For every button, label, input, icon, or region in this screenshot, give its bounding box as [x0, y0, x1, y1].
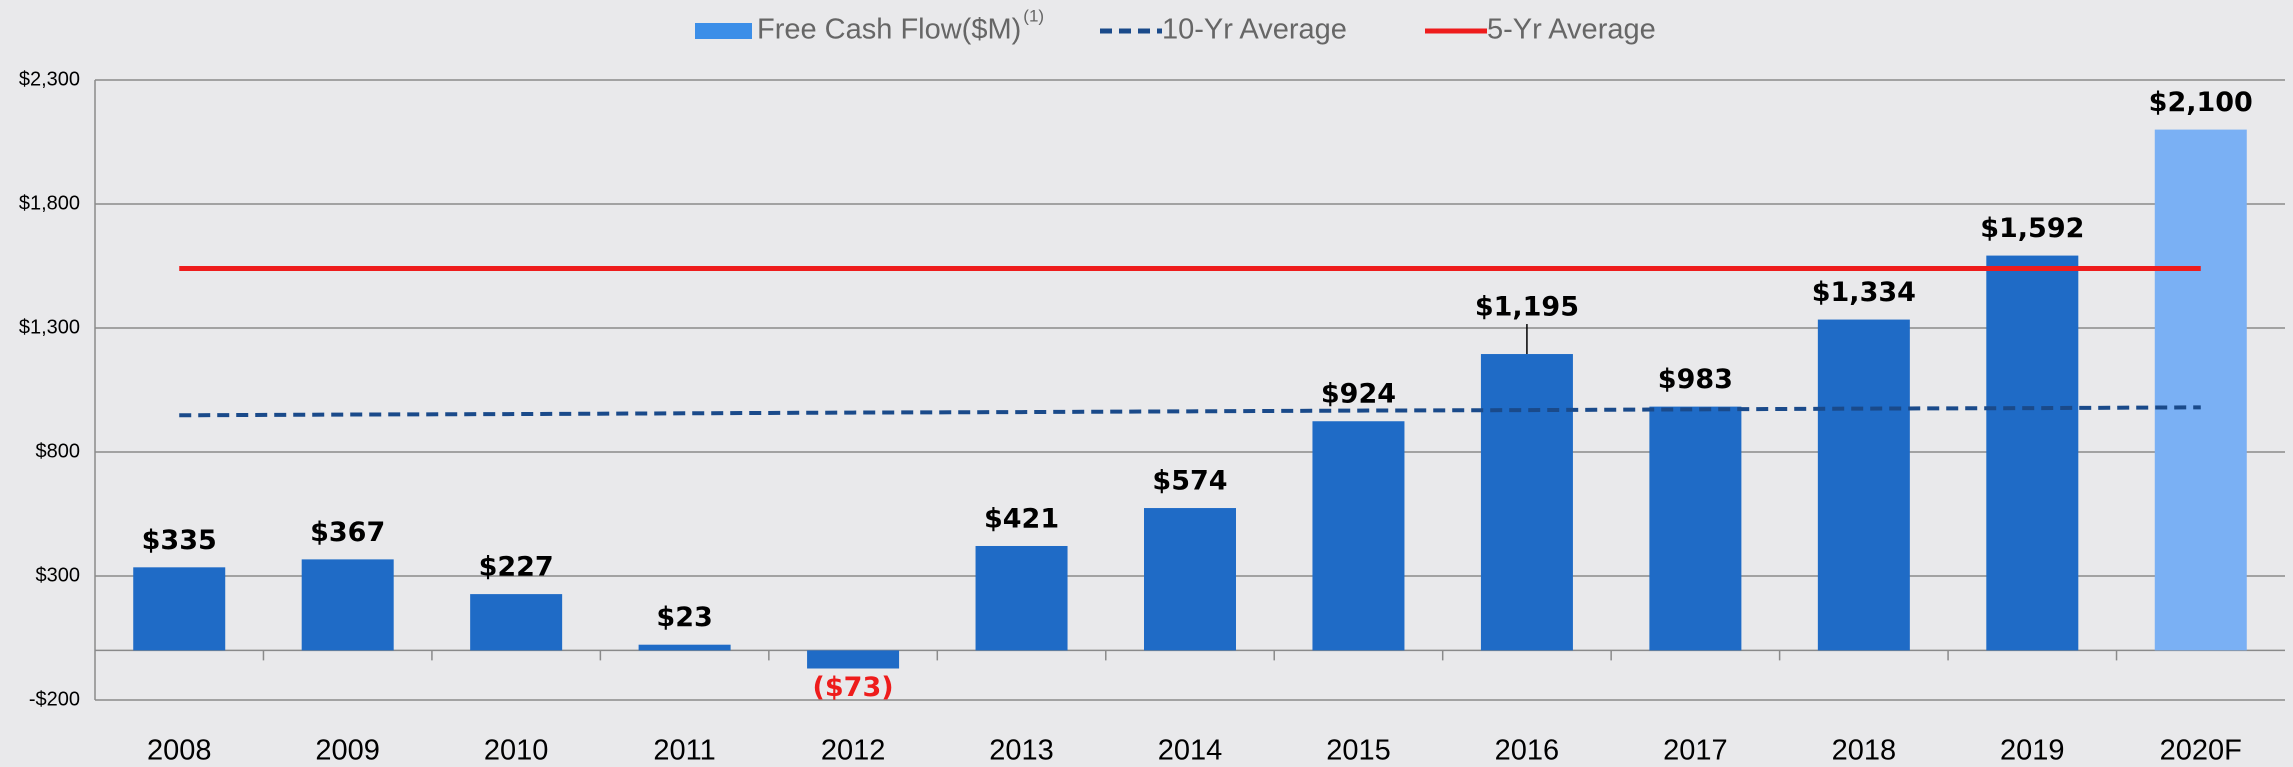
value-label: $367 — [310, 517, 385, 548]
bar — [2154, 129, 2247, 651]
x-tick-label: 2011 — [653, 735, 715, 767]
legend-note: (1) — [1023, 6, 1044, 25]
y-tick-label: -$200 — [29, 688, 80, 710]
bar — [1480, 354, 1573, 651]
bar — [1312, 421, 1405, 651]
x-tick-label: 2017 — [1663, 735, 1728, 767]
y-tick-label: $300 — [36, 564, 81, 586]
x-tick-label: 2018 — [1832, 735, 1897, 767]
x-tick-label: 2014 — [1158, 735, 1223, 767]
value-label: ($73) — [813, 672, 894, 703]
bar — [1649, 406, 1742, 651]
bar — [638, 644, 731, 651]
value-label: $23 — [656, 602, 712, 633]
value-label: $1,195 — [1475, 292, 1579, 323]
value-label: $335 — [142, 525, 217, 556]
x-tick-label: 2012 — [821, 735, 886, 767]
legend-label: Free Cash Flow($M) — [757, 14, 1021, 46]
y-tick-label: $1,800 — [19, 192, 80, 214]
value-label: $1,592 — [1980, 213, 2084, 244]
average-line — [179, 405, 2201, 418]
x-tick-label: 2008 — [147, 735, 212, 767]
bar — [133, 567, 226, 651]
value-label: $227 — [479, 552, 554, 583]
value-label: $924 — [1321, 379, 1396, 410]
bar — [1817, 319, 1910, 651]
value-label: $421 — [984, 503, 1059, 534]
bar — [975, 545, 1068, 651]
x-tick-label: 2013 — [989, 735, 1054, 767]
y-tick-label: $800 — [36, 440, 81, 462]
x-tick-label: 2015 — [1326, 735, 1391, 767]
value-label: $1,334 — [1812, 277, 1916, 308]
value-label: $983 — [1658, 364, 1733, 395]
value-label: $2,100 — [2149, 87, 2253, 118]
legend-label: 10-Yr Average — [1162, 14, 1347, 46]
bar — [470, 594, 563, 651]
x-tick-label: 2019 — [2000, 735, 2065, 767]
y-tick-label: $1,300 — [19, 316, 80, 338]
legend-label: 5-Yr Average — [1487, 14, 1656, 46]
x-tick-label: 2016 — [1495, 735, 1560, 767]
legend-swatch — [695, 23, 752, 39]
x-tick-label: 2010 — [484, 735, 549, 767]
y-tick-label: $2,300 — [19, 68, 80, 90]
bar — [1144, 508, 1236, 651]
bar — [807, 650, 900, 669]
value-label: $574 — [1152, 466, 1227, 497]
x-tick-label: 2009 — [315, 735, 380, 767]
bar — [301, 559, 394, 651]
x-tick-label: 2020F — [2160, 735, 2242, 767]
bar — [1986, 255, 2079, 651]
